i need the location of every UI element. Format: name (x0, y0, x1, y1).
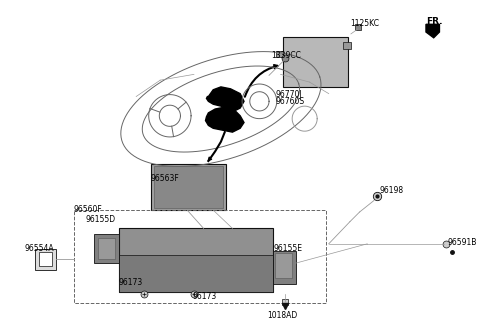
Text: 96563F: 96563F (151, 174, 180, 182)
Bar (39, 252, 52, 266)
Text: 96591B: 96591B (447, 238, 477, 247)
Text: 96155E: 96155E (274, 244, 303, 253)
Bar (151, 164, 226, 210)
Text: 96198: 96198 (380, 186, 404, 195)
Bar (119, 255, 273, 292)
Text: 96760S: 96760S (276, 96, 305, 106)
Text: 96173: 96173 (192, 292, 216, 301)
Bar (275, 253, 292, 279)
Text: 96560F: 96560F (73, 205, 102, 214)
Bar (35, 249, 56, 270)
Bar (119, 229, 273, 292)
Text: 96173: 96173 (119, 279, 143, 287)
Bar (343, 42, 351, 49)
Bar (273, 250, 296, 284)
Polygon shape (206, 87, 244, 111)
Bar (94, 234, 119, 263)
Text: 1339CC: 1339CC (271, 51, 301, 60)
Text: 1125KC: 1125KC (350, 20, 379, 28)
Polygon shape (205, 107, 244, 132)
Bar (73, 210, 326, 302)
Text: 96155D: 96155D (85, 215, 115, 224)
Text: 96770J: 96770J (276, 90, 302, 99)
Bar (154, 166, 223, 208)
Bar (97, 238, 115, 259)
FancyArrowPatch shape (245, 65, 277, 97)
Text: 96554A: 96554A (24, 244, 54, 253)
Bar (276, 51, 283, 57)
Bar (283, 37, 348, 87)
Polygon shape (426, 24, 440, 38)
Text: FR.: FR. (426, 17, 443, 26)
Text: 1018AD: 1018AD (267, 311, 298, 320)
